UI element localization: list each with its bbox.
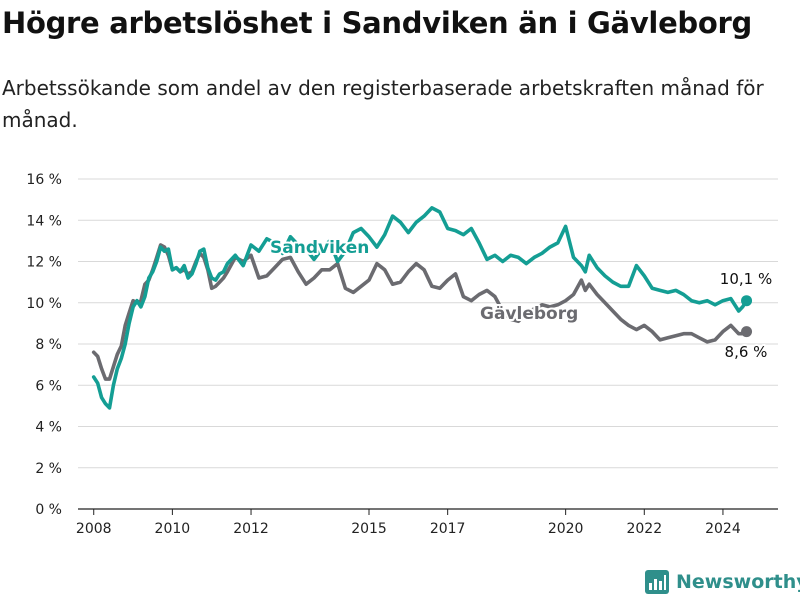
y-tick-label: 0 % bbox=[35, 502, 62, 518]
brand-name: Newsworthy bbox=[676, 571, 800, 593]
x-tick-label: 2020 bbox=[548, 521, 584, 537]
series-labels: SandvikenSandvikenGävleborgGävleborg10,1… bbox=[268, 236, 774, 363]
sandviken-end-value-label: 10,1 % bbox=[720, 270, 772, 288]
sandviken-end-point bbox=[741, 295, 753, 307]
gavleborg-line bbox=[91, 243, 749, 381]
y-tick-label: 12 % bbox=[26, 255, 62, 271]
x-tick-label: 2012 bbox=[233, 521, 269, 537]
y-tick-label: 4 % bbox=[35, 420, 62, 436]
x-tick-label: 2010 bbox=[155, 521, 191, 537]
sandviken-series-label-halo: Sandviken bbox=[270, 238, 369, 258]
y-tick-label: 2 % bbox=[35, 461, 62, 477]
y-tick-label: 10 % bbox=[26, 296, 62, 312]
gavleborg-end-value-label-halo: 8,6 % bbox=[725, 343, 768, 361]
x-tick-label: 2024 bbox=[705, 521, 741, 537]
x-tick-label: 2017 bbox=[430, 521, 466, 537]
gavleborg-end-point bbox=[741, 326, 753, 338]
chart-subtitle: Arbetssökande som andel av den registerb… bbox=[2, 76, 764, 132]
sandviken-series-label: Sandviken bbox=[270, 238, 369, 258]
gavleborg-series-label-halo: Gävleborg bbox=[480, 304, 578, 324]
sandviken-end-value-label-halo: 10,1 % bbox=[720, 270, 772, 288]
series-lines bbox=[91, 206, 753, 410]
x-tick-label: 2022 bbox=[626, 521, 662, 537]
bar-chart-logo-icon bbox=[645, 570, 669, 594]
y-tick-label: 8 % bbox=[35, 337, 62, 353]
x-tick-label: 2015 bbox=[351, 521, 387, 537]
y-tick-label: 6 % bbox=[35, 378, 62, 394]
x-tick-label: 2008 bbox=[76, 521, 112, 537]
y-tick-label: 16 % bbox=[26, 172, 62, 188]
gavleborg-end-value-label: 8,6 % bbox=[725, 343, 768, 361]
sandviken-line bbox=[91, 206, 749, 410]
x-axis-ticks: 2008 2010 2012 2015 2017 2020 2022 2024 bbox=[76, 509, 741, 537]
y-tick-label: 14 % bbox=[26, 213, 62, 229]
y-axis-ticks: 0 % 2 % 4 % 6 % 8 % 10 % 12 % 14 % 16 % bbox=[26, 172, 62, 518]
newsworthy-logo: Newsworthy bbox=[645, 570, 800, 594]
gavleborg-series-label: Gävleborg bbox=[480, 304, 578, 324]
chart-title: Högre arbetslöshet i Sandviken än i Gävl… bbox=[2, 6, 752, 40]
gridlines bbox=[78, 178, 778, 510]
